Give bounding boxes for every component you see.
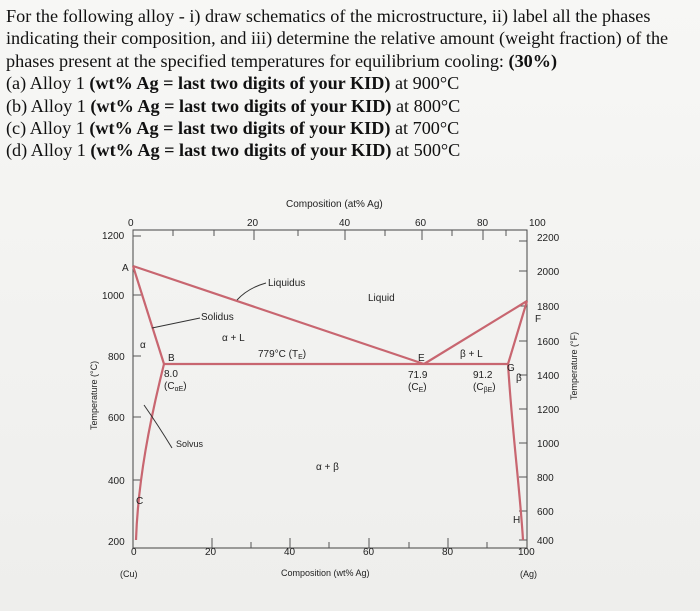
- point-b-label: B: [168, 353, 175, 364]
- point-c-label: C: [136, 496, 143, 507]
- c-beta-e-symbol: (CβE): [473, 382, 496, 394]
- left-tick-label-800: 800: [108, 352, 125, 363]
- right-tick-label-1600: 1600: [537, 337, 560, 348]
- right-tick-label-1400: 1400: [537, 371, 560, 382]
- question-part-d: (d) Alloy 1 (wt% Ag = last two digits of…: [6, 139, 696, 161]
- point-a-label: A: [122, 263, 129, 274]
- top-tick-label-40: 40: [339, 218, 351, 229]
- point-e-label: E: [418, 353, 425, 364]
- top-axis-title: Composition (at% Ag): [286, 199, 383, 210]
- left-axis-title: Temperature (°C): [89, 361, 99, 430]
- alpha-plus-l-label: α + L: [222, 333, 245, 344]
- point-h-label: H: [513, 515, 520, 526]
- part-d-bold: (wt% Ag = last two digits of your KID): [90, 140, 392, 161]
- solvus-label: Solvus: [176, 439, 204, 449]
- part-a-bold: (wt% Ag = last two digits of your KID): [89, 73, 391, 94]
- part-c-bold: (wt% Ag = last two digits of your KID): [89, 118, 391, 139]
- right-tick-label-600: 600: [537, 507, 554, 518]
- top-tick-label-20: 20: [247, 218, 259, 229]
- top-tick-label-100: 100: [529, 218, 546, 229]
- point-g-label: G: [507, 363, 515, 374]
- right-axis-title: Temperature (°F): [569, 332, 579, 400]
- liquid-label: Liquid: [368, 293, 395, 304]
- bottom-tick-label-40: 40: [284, 547, 296, 558]
- liquidus-label: Liquidus: [268, 278, 305, 289]
- bottom-tick-label-100: 100: [518, 547, 535, 558]
- right-tick-label-2200: 2200: [537, 233, 560, 244]
- part-a-prefix: (a) Alloy 1: [6, 73, 90, 94]
- solvus-pointer: [143, 404, 173, 449]
- right-tick-label-2000: 2000: [537, 267, 560, 278]
- left-tick-label-1000: 1000: [102, 291, 125, 302]
- part-c-suffix: at 700°C: [390, 118, 460, 139]
- part-c-prefix: (c) Alloy 1: [6, 118, 90, 139]
- bottom-tick-label-60: 60: [363, 547, 375, 558]
- bottom-tick-label-0: 0: [131, 547, 137, 558]
- top-tick-label-0: 0: [128, 218, 134, 229]
- liquidus-pointer: [236, 282, 267, 301]
- eutectic-temp-label: 779°C (TE): [258, 349, 306, 361]
- solidus-right-line: [506, 300, 529, 365]
- endpoint-cu: (Cu): [120, 569, 138, 579]
- c-alpha-e-symbol: (CαE): [164, 381, 187, 393]
- question-text: For the following alloy - i) draw schema…: [6, 5, 696, 162]
- bottom-tick-label-20: 20: [205, 547, 217, 558]
- part-a-suffix: at 900°C: [390, 73, 460, 94]
- bottom-tick-label-80: 80: [442, 547, 454, 558]
- endpoint-ag: (Ag): [520, 569, 537, 579]
- question-intro: For the following alloy - i) draw schema…: [6, 5, 696, 72]
- solvus-left-curve: [134, 363, 166, 541]
- question-part-a: (a) Alloy 1 (wt% Ag = last two digits of…: [6, 72, 696, 94]
- left-tick-label-600: 600: [108, 413, 125, 424]
- part-d-prefix: (d) Alloy 1: [6, 140, 91, 161]
- part-b-suffix: at 800°C: [391, 95, 461, 116]
- right-tick-label-1200: 1200: [537, 405, 560, 416]
- top-tick-label-60: 60: [415, 218, 427, 229]
- bottom-axis-ticks: [211, 538, 488, 548]
- intro-text: For the following alloy - i) draw schema…: [6, 6, 669, 71]
- part-d-suffix: at 500°C: [391, 140, 461, 161]
- solidus-label: Solidus: [201, 312, 234, 323]
- left-tick-label-400: 400: [108, 476, 125, 487]
- left-tick-label-1200: 1200: [102, 231, 125, 242]
- right-tick-label-800: 800: [537, 473, 554, 484]
- question-part-c: (c) Alloy 1 (wt% Ag = last two digits of…: [6, 117, 696, 139]
- c-beta-e-value: 91.2: [473, 370, 493, 381]
- part-b-prefix: (b) Alloy 1: [6, 95, 91, 116]
- right-tick-label-1000: 1000: [537, 439, 560, 450]
- bottom-axis-title: Composition (wt% Ag): [281, 568, 370, 578]
- alpha-plus-beta-label: α + β: [316, 462, 339, 473]
- top-tick-label-80: 80: [477, 218, 489, 229]
- solidus-pointer: [151, 317, 201, 329]
- part-b-bold: (wt% Ag = last two digits of your KID): [90, 95, 392, 116]
- right-tick-label-1800: 1800: [537, 302, 560, 313]
- left-tick-label-200: 200: [108, 537, 125, 548]
- plot-frame: [132, 229, 528, 549]
- point-f-label: F: [535, 314, 541, 325]
- beta-plus-l-label: β + L: [460, 349, 483, 360]
- alpha-label: α: [140, 340, 146, 351]
- c-e-value: 71.9: [408, 370, 428, 381]
- question-part-b: (b) Alloy 1 (wt% Ag = last two digits of…: [6, 95, 696, 117]
- solidus-left-line: [131, 265, 166, 365]
- phase-boundaries: [131, 264, 529, 541]
- beta-label: β: [516, 373, 522, 384]
- left-axis-ticks: [133, 235, 141, 481]
- top-axis-ticks: [132, 230, 507, 240]
- points-label: (30%): [508, 50, 558, 71]
- c-alpha-e-value: 8.0: [164, 369, 178, 380]
- right-tick-label-400: 400: [537, 536, 554, 547]
- liquidus-right-line: [423, 300, 528, 365]
- liquidus-left-line: [132, 264, 425, 366]
- solvus-right-curve: [506, 363, 525, 541]
- c-e-symbol: (CE): [408, 382, 427, 394]
